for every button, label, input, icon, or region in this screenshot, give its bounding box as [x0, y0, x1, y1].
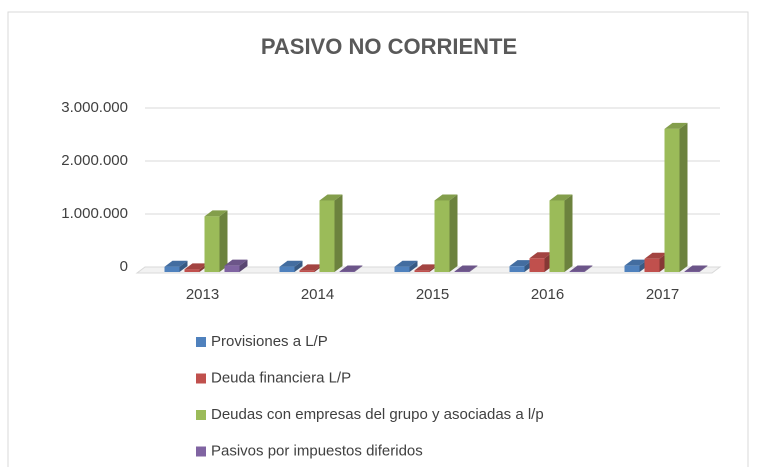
- bar-side: [334, 194, 343, 272]
- bar-top: [529, 252, 553, 259]
- bar-top: [339, 265, 363, 272]
- bar-top: [299, 264, 323, 271]
- y-tick-label: 0: [120, 258, 128, 275]
- bar: [164, 266, 180, 272]
- chart-border: [7, 11, 749, 467]
- bar-side: [564, 194, 573, 272]
- bar-side: [584, 265, 593, 272]
- y-tick-label: 3.000.000: [61, 99, 128, 116]
- bar-side: [699, 265, 708, 272]
- bar: [319, 200, 335, 272]
- legend-swatch: [196, 337, 206, 347]
- legend-swatch: [196, 373, 206, 384]
- bar: [624, 265, 640, 272]
- y-tick-label: 2.000.000: [61, 152, 128, 169]
- bar-top: [434, 194, 458, 201]
- bar-top: [164, 260, 188, 267]
- x-tick-label: 2016: [531, 286, 564, 303]
- bar-top: [414, 264, 438, 271]
- bar-top: [279, 260, 303, 267]
- bar-top: [184, 263, 208, 270]
- bar-top: [394, 260, 418, 267]
- bar-side: [679, 122, 688, 273]
- bar-top: [509, 260, 533, 267]
- chart-title: PASIVO NO CORRIENTE: [261, 34, 517, 59]
- bar: [509, 266, 525, 272]
- bar-top: [664, 122, 688, 129]
- x-tick-label: 2013: [186, 286, 219, 303]
- x-tick-label: 2015: [416, 286, 449, 303]
- bar: [299, 270, 315, 272]
- legend-label: Deudas con empresas del grupo y asociada…: [211, 406, 544, 423]
- bar: [339, 271, 355, 272]
- bar: [529, 258, 545, 272]
- bar-top: [549, 194, 573, 201]
- bar-top: [684, 265, 708, 272]
- bar: [434, 200, 450, 272]
- bar-top: [224, 259, 248, 266]
- bar-top: [644, 252, 668, 259]
- bar: [394, 266, 410, 272]
- bar: [664, 128, 680, 272]
- bar-side: [239, 259, 248, 272]
- bar: [204, 216, 220, 272]
- bar-side: [294, 260, 303, 272]
- bar: [644, 258, 660, 272]
- bar: [279, 266, 295, 272]
- x-tick-label: 2014: [301, 286, 334, 303]
- bar: [454, 271, 470, 272]
- bar-top: [319, 194, 343, 201]
- bar-top: [569, 265, 593, 272]
- bar: [684, 271, 700, 272]
- bar: [184, 269, 200, 272]
- bar: [569, 271, 585, 272]
- bar-side: [219, 210, 228, 272]
- bar: [549, 200, 565, 272]
- bar-side: [449, 194, 458, 272]
- x-tick-label: 2017: [646, 286, 679, 303]
- bar-side: [409, 260, 418, 272]
- bar-top: [204, 210, 228, 217]
- bar-top: [454, 265, 478, 272]
- bar-side: [354, 265, 363, 272]
- legend-swatch: [196, 446, 206, 457]
- bar: [224, 265, 240, 272]
- legend-label: Provisiones a L/P: [211, 333, 328, 350]
- legend-swatch: [196, 410, 206, 420]
- legend-label: Deuda financiera L/P: [211, 369, 351, 386]
- bar: [414, 270, 430, 272]
- legend-label: Pasivos por impuestos diferidos: [211, 442, 423, 459]
- bar-side: [179, 260, 188, 272]
- y-tick-label: 1.000.000: [61, 205, 128, 222]
- bar-top: [624, 259, 648, 266]
- bar-side: [469, 265, 478, 272]
